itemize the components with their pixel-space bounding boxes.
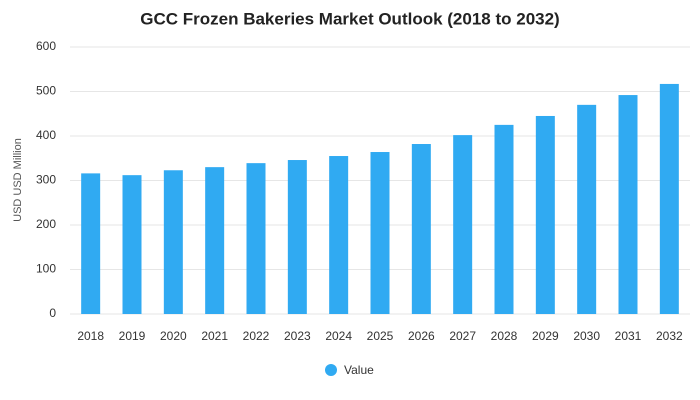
bar — [453, 135, 473, 314]
bar — [81, 173, 101, 314]
x-tick-label: 2018 — [77, 329, 104, 343]
bar — [205, 167, 225, 314]
bar — [329, 156, 349, 314]
x-tick-label: 2021 — [201, 329, 228, 343]
x-tick-label: 2027 — [449, 329, 476, 343]
bar — [659, 83, 679, 314]
y-tick-label: 0 — [49, 306, 56, 320]
bar — [122, 175, 142, 314]
x-tick-label: 2020 — [160, 329, 187, 343]
bar — [163, 170, 183, 314]
x-tick-label: 2030 — [573, 329, 600, 343]
x-tick-label: 2032 — [656, 329, 683, 343]
x-tick-label: 2026 — [408, 329, 435, 343]
y-tick-label: 500 — [36, 84, 56, 98]
bar — [494, 124, 514, 314]
y-tick-label: 600 — [36, 39, 56, 53]
y-tick-label: 200 — [36, 217, 56, 231]
y-tick-label: 100 — [36, 262, 56, 276]
bar — [411, 144, 431, 314]
chart-title: GCC Frozen Bakeries Market Outlook (2018… — [140, 9, 559, 28]
legend-marker — [325, 364, 337, 376]
legend-label: Value — [344, 363, 374, 377]
bar — [535, 115, 555, 314]
x-tick-label: 2025 — [367, 329, 394, 343]
x-tick-label: 2022 — [243, 329, 270, 343]
x-tick-label: 2031 — [615, 329, 642, 343]
bar — [577, 104, 597, 314]
x-tick-label: 2024 — [325, 329, 352, 343]
bar — [287, 160, 307, 314]
y-tick-label: 400 — [36, 128, 56, 142]
bar — [246, 163, 266, 314]
x-tick-label: 2028 — [491, 329, 518, 343]
y-axis-label: USD USD Million — [12, 138, 24, 222]
y-tick-label: 300 — [36, 173, 56, 187]
bar — [370, 152, 390, 314]
bar — [618, 95, 638, 314]
x-tick-label: 2023 — [284, 329, 311, 343]
x-tick-label: 2029 — [532, 329, 559, 343]
x-tick-label: 2019 — [119, 329, 146, 343]
